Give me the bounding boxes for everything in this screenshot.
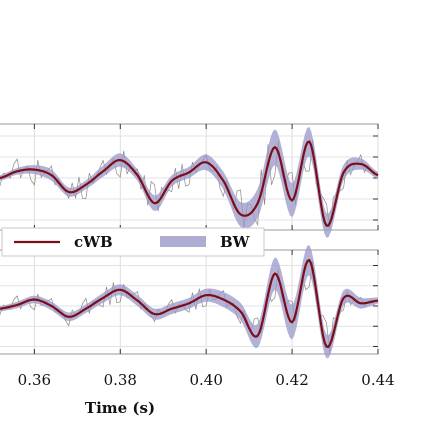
- x-tick-label: 0.38: [104, 371, 137, 389]
- x-tick-label: 0.40: [189, 371, 222, 389]
- series-cwb-line: [0, 258, 379, 349]
- legend-cwb-label: cWB: [74, 233, 113, 251]
- series-bw-band: [0, 245, 378, 359]
- legend: cWB BW: [1, 227, 265, 257]
- legend-bw-label: BW: [220, 233, 251, 251]
- x-tick-labels: 0.36 0.38 0.40 0.42 0.44: [18, 371, 395, 389]
- legend-bw-swatch: [160, 236, 206, 247]
- x-tick-label: 0.44: [361, 371, 394, 389]
- series-cwb-line: [0, 140, 379, 227]
- panel-lower: [0, 245, 379, 359]
- panels-layer: [0, 123, 379, 359]
- x-axis-label: Time (s): [85, 399, 155, 417]
- panel-upper: [0, 123, 379, 238]
- x-tick-label: 0.36: [18, 371, 51, 389]
- x-tick-label: 0.42: [275, 371, 308, 389]
